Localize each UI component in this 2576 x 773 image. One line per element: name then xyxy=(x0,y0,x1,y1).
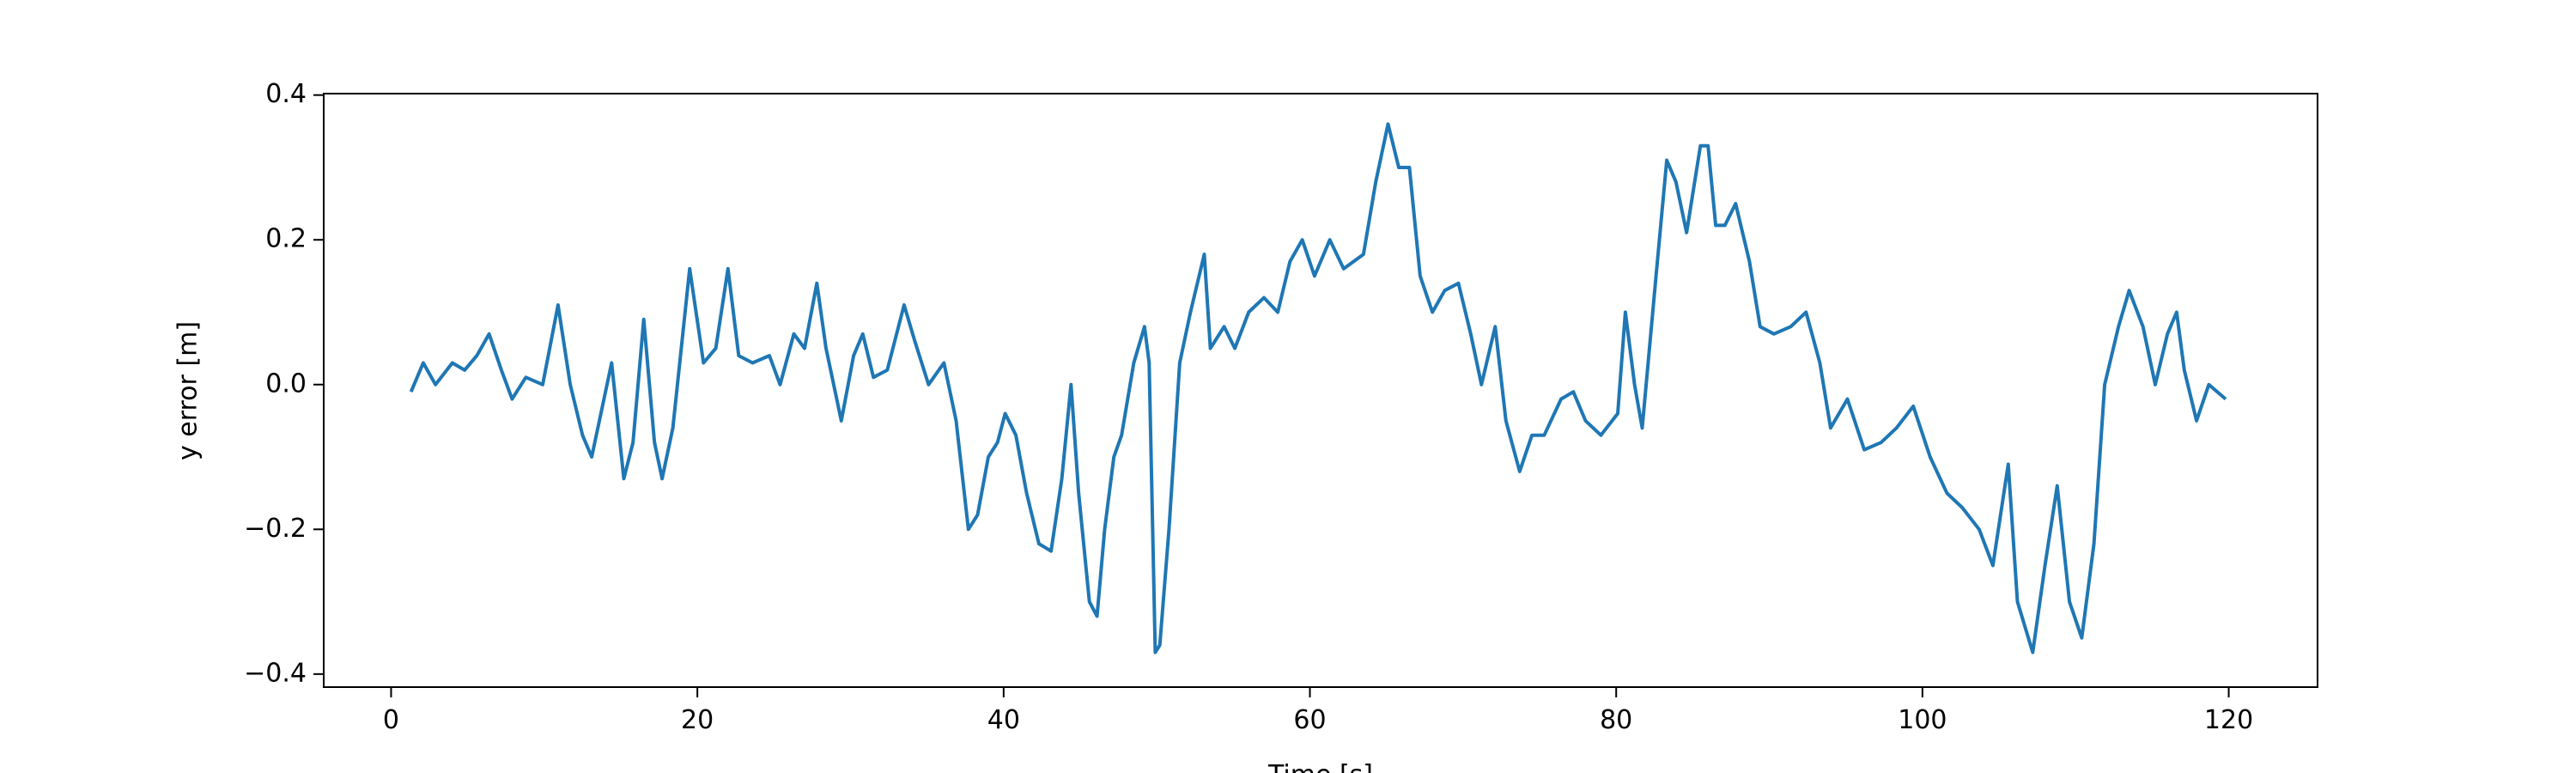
x-tick-label: 80 xyxy=(1600,705,1632,735)
x-axis-label: Time [s] xyxy=(1267,760,1373,773)
x-tick-label: 40 xyxy=(987,705,1020,735)
y-tick-label: 0.4 xyxy=(265,79,307,109)
y-tick-label: −0.4 xyxy=(244,658,307,688)
x-tick-label: 20 xyxy=(681,705,714,735)
x-tick-label: 60 xyxy=(1293,705,1326,735)
x-tick-label: 120 xyxy=(2204,705,2253,735)
y-axis-label: y error [m] xyxy=(173,321,204,460)
y-tick-label: 0.2 xyxy=(265,224,307,254)
x-tick-label: 0 xyxy=(383,705,399,735)
y-tick-label: 0.0 xyxy=(265,368,307,399)
x-tick-label: 100 xyxy=(1898,705,1947,735)
plot-frame xyxy=(323,93,2318,688)
y-tick-label: −0.2 xyxy=(244,514,307,544)
data-line xyxy=(409,122,2227,654)
